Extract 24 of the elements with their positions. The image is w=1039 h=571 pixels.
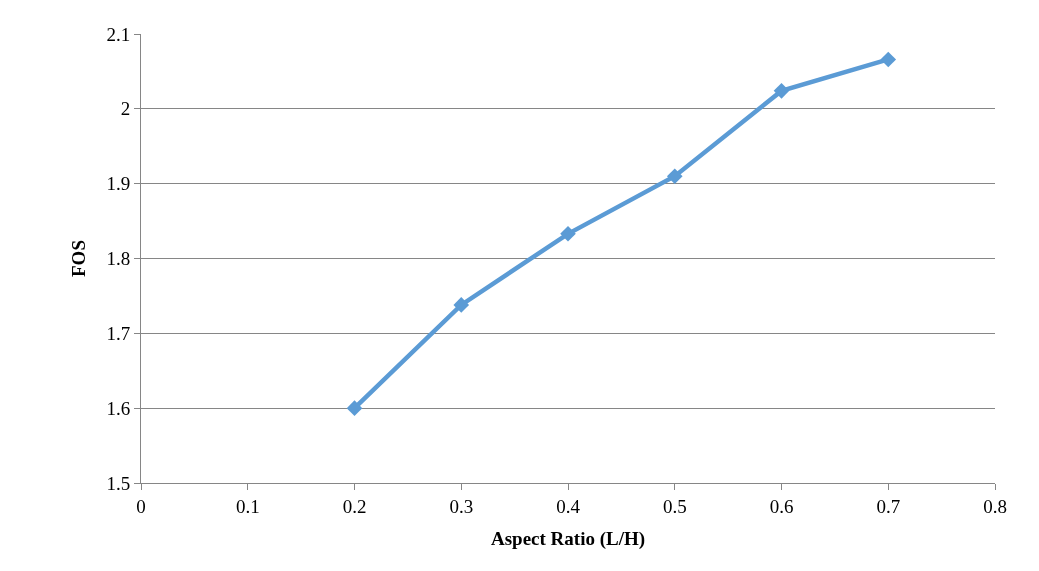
y-tick-label: 2.1	[106, 23, 131, 45]
y-tick-label: 1.9	[106, 173, 131, 195]
point	[880, 51, 897, 68]
x-tick-label: 0.2	[342, 495, 367, 517]
point	[773, 83, 790, 99]
x-tick-label: 0.1	[235, 495, 260, 517]
point	[453, 297, 470, 313]
x-tick-label: 0.8	[983, 495, 1007, 517]
point	[346, 400, 363, 416]
point	[666, 168, 683, 184]
y-tick-label: 2	[120, 98, 131, 120]
y-tick-label: 1.7	[106, 322, 131, 344]
y-tick-label: 1.8	[106, 248, 131, 270]
point	[560, 226, 576, 242]
x-tick-label: 0	[136, 495, 146, 517]
y-tick-label: 1.5	[106, 472, 131, 494]
x-tick-label: 0.4	[556, 495, 581, 517]
x-axis-title: Aspect Ratio (L/H)	[490, 527, 646, 550]
x-tick-label: 0.7	[876, 495, 901, 517]
y-axis-title: FOS	[68, 240, 90, 277]
x-tick-label: 0.5	[662, 495, 687, 517]
x-tick-label: 0.6	[769, 495, 794, 517]
x-tick-label: 0.3	[449, 495, 474, 517]
y-tick-label: 1.6	[106, 397, 131, 419]
